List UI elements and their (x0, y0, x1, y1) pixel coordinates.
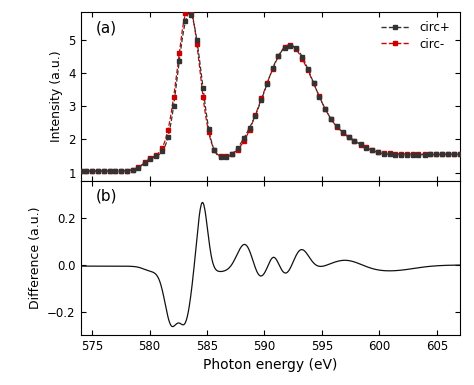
Text: (a): (a) (96, 20, 117, 35)
X-axis label: Photon energy (eV): Photon energy (eV) (203, 358, 337, 372)
Y-axis label: Intensity (a.u.): Intensity (a.u.) (50, 50, 63, 142)
Legend: circ+, circ-: circ+, circ- (377, 17, 454, 54)
Text: (b): (b) (96, 189, 117, 204)
Y-axis label: Difference (a.u.): Difference (a.u.) (28, 207, 42, 309)
